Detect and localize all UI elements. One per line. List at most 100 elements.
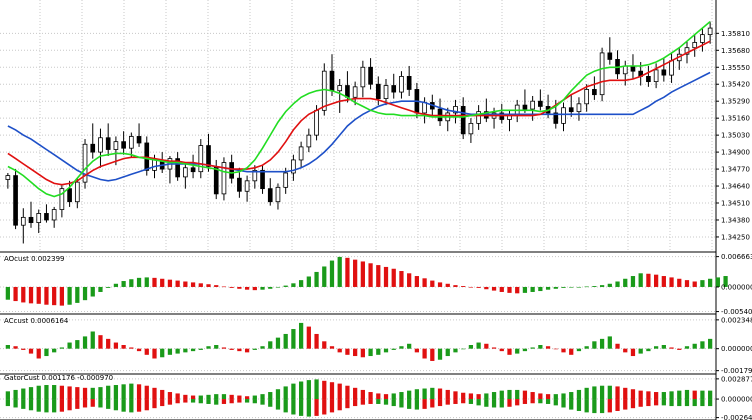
gator-lower-bar <box>607 399 612 413</box>
gator-upper-bar <box>314 379 319 400</box>
histogram-bar <box>491 286 497 291</box>
gator-lower-bar <box>113 399 119 411</box>
gator-lower-bar <box>360 399 365 405</box>
histogram-bar <box>569 286 574 288</box>
histogram-bar <box>677 278 682 287</box>
candle-body <box>237 177 242 192</box>
histogram-bar <box>5 345 10 349</box>
histogram-bar <box>136 277 142 287</box>
gator-title: GatorCust 0.001176 -0.000970 <box>4 374 113 382</box>
histogram-bar <box>422 348 427 359</box>
histogram-bar <box>44 348 49 357</box>
histogram-bar <box>661 345 666 349</box>
candle-body <box>67 188 72 203</box>
gator-upper-bar <box>453 391 458 400</box>
histogram-bar <box>206 346 211 349</box>
gator-lower-bar <box>167 399 173 405</box>
candle-body <box>121 141 126 149</box>
gator-upper-bar <box>237 395 242 400</box>
histogram-bar <box>28 286 34 304</box>
gator-lower-bar <box>314 399 319 416</box>
candle-body <box>368 66 373 85</box>
histogram-bar <box>607 283 612 287</box>
gator-lower-bar <box>121 399 126 412</box>
gator-upper-bar <box>206 394 211 400</box>
histogram-bar <box>13 346 18 349</box>
candle-body <box>113 141 119 150</box>
gator-lower-bar <box>36 399 41 412</box>
candle-body <box>329 70 335 92</box>
histogram-bar <box>75 340 80 349</box>
histogram-bar <box>167 279 173 287</box>
gator-lower-bar <box>206 399 211 404</box>
histogram-bar <box>5 286 10 300</box>
histogram-bar <box>345 257 350 287</box>
candle-body <box>476 111 481 124</box>
histogram-bar <box>190 348 196 352</box>
candle-body <box>669 60 674 76</box>
histogram-bar <box>337 348 342 353</box>
candle-body <box>453 106 458 114</box>
candle-body <box>375 83 381 99</box>
y-tick-label: 0.006663 <box>721 253 752 261</box>
gator-lower-bar <box>229 399 234 404</box>
gator-upper-bar <box>553 394 558 400</box>
candle-body <box>576 103 582 113</box>
histogram-bar <box>599 338 605 349</box>
histogram-bar <box>113 342 119 349</box>
gator-upper-bar <box>59 385 65 400</box>
histogram-bar <box>298 322 304 349</box>
gator-lower-bar <box>484 399 489 407</box>
histogram-bar <box>708 278 713 287</box>
histogram-bar <box>561 348 566 353</box>
gator-lower-bar <box>414 399 420 410</box>
histogram-bar <box>44 286 49 305</box>
histogram-bar <box>630 348 636 357</box>
gator-upper-bar <box>484 393 489 400</box>
gator-lower-bar <box>391 399 396 407</box>
histogram-bar <box>21 348 26 350</box>
gator-lower-bar <box>82 399 88 408</box>
y-tick-label: 1.35550 <box>721 64 750 72</box>
histogram-bar <box>461 348 466 350</box>
histogram-bar <box>360 348 365 358</box>
y-tick-label: -0.002642 <box>721 414 752 420</box>
candle-body <box>622 65 628 75</box>
histogram-bar <box>507 348 512 355</box>
candle-body <box>422 102 427 114</box>
histogram-bar <box>538 345 543 349</box>
gator-lower-bar <box>530 399 535 404</box>
gator-upper-bar <box>692 390 697 400</box>
candle-body <box>98 137 103 153</box>
gator-upper-bar <box>677 390 682 400</box>
gator-upper-bar <box>353 387 358 400</box>
histogram-bar <box>553 348 558 350</box>
histogram-bar <box>252 286 257 291</box>
candle-body <box>661 69 667 76</box>
histogram-bar <box>684 346 690 349</box>
y-tick-label: 1.35030 <box>721 132 750 140</box>
gator-lower-bar <box>638 399 643 407</box>
histogram-bar <box>21 286 26 303</box>
y-tick-label: 1.35160 <box>721 115 750 123</box>
gator-lower-bar <box>407 399 412 409</box>
histogram-bar <box>368 348 373 357</box>
y-tick-label: 1.35810 <box>721 30 750 38</box>
gator-lower-bar <box>160 399 165 407</box>
histogram-bar <box>592 286 597 287</box>
histogram-bar <box>499 348 504 352</box>
histogram-bar <box>399 346 404 349</box>
gator-lower-bar <box>661 399 666 406</box>
gator-upper-bar <box>538 393 543 400</box>
histogram-bar <box>160 348 165 358</box>
histogram-bar <box>615 281 620 287</box>
histogram-bar <box>476 286 481 288</box>
histogram-bar <box>229 348 234 350</box>
y-tick-label: 1.34510 <box>721 200 750 208</box>
histogram-bar <box>237 286 242 289</box>
gator-upper-bar <box>476 394 481 400</box>
gator-lower-bar <box>545 399 551 404</box>
gator-upper-bar <box>183 394 188 400</box>
histogram-bar <box>152 277 157 287</box>
histogram-bar <box>499 286 504 292</box>
